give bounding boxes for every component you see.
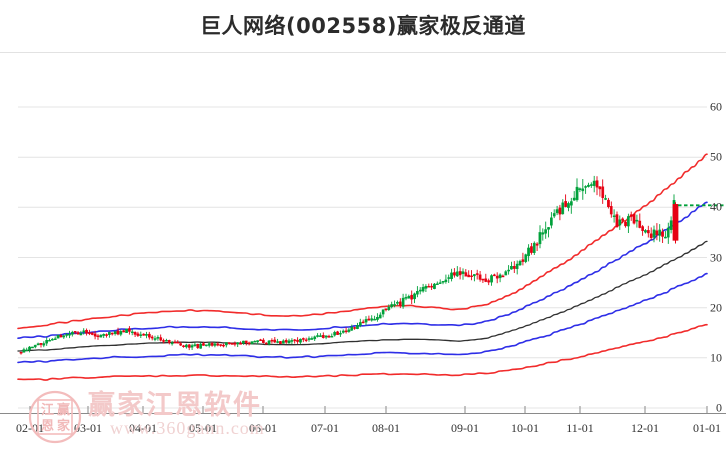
x-tick-01-01: 01-01 <box>693 421 721 435</box>
y-tick-10: 10 <box>710 350 722 365</box>
y-tick-50: 50 <box>710 149 722 164</box>
x-tick-06-01: 06-01 <box>249 421 277 435</box>
y-tick-40: 40 <box>710 199 722 214</box>
x-tick-03-01: 03-01 <box>74 421 102 435</box>
x-tick-10-01: 10-01 <box>511 421 539 435</box>
y-tick-30: 30 <box>710 250 722 264</box>
chart-svg <box>0 106 726 414</box>
x-tick-04-01: 04-01 <box>129 421 157 435</box>
band-line-1 <box>17 201 708 339</box>
page-title: 巨人网络(002558)赢家极反通道 <box>200 14 526 38</box>
x-tick-11-01: 11-01 <box>566 421 594 435</box>
x-tick-07-01: 07-01 <box>311 421 339 435</box>
band-line-3 <box>17 272 708 364</box>
gridlines <box>18 106 707 409</box>
title-bar: 巨人网络(002558)赢家极反通道 <box>0 0 726 53</box>
y-tick-20: 20 <box>710 300 722 315</box>
chart-plot-area[interactable] <box>0 53 726 450</box>
x-tick-05-01: 05-01 <box>189 421 217 435</box>
band-line-2 <box>17 240 708 352</box>
band-line-0 <box>17 153 708 330</box>
y-tick-60: 60 <box>710 99 722 114</box>
x-tick-12-01: 12-01 <box>631 421 659 435</box>
x-tick-09-01: 09-01 <box>451 421 479 435</box>
candlestick-series <box>19 175 679 355</box>
x-tick-08-01: 08-01 <box>372 421 400 435</box>
title-divider <box>0 52 726 53</box>
x-tick-02-01: 02-01 <box>16 421 44 435</box>
y-tick-0: 0 <box>716 400 722 415</box>
band-line-4 <box>17 323 708 381</box>
